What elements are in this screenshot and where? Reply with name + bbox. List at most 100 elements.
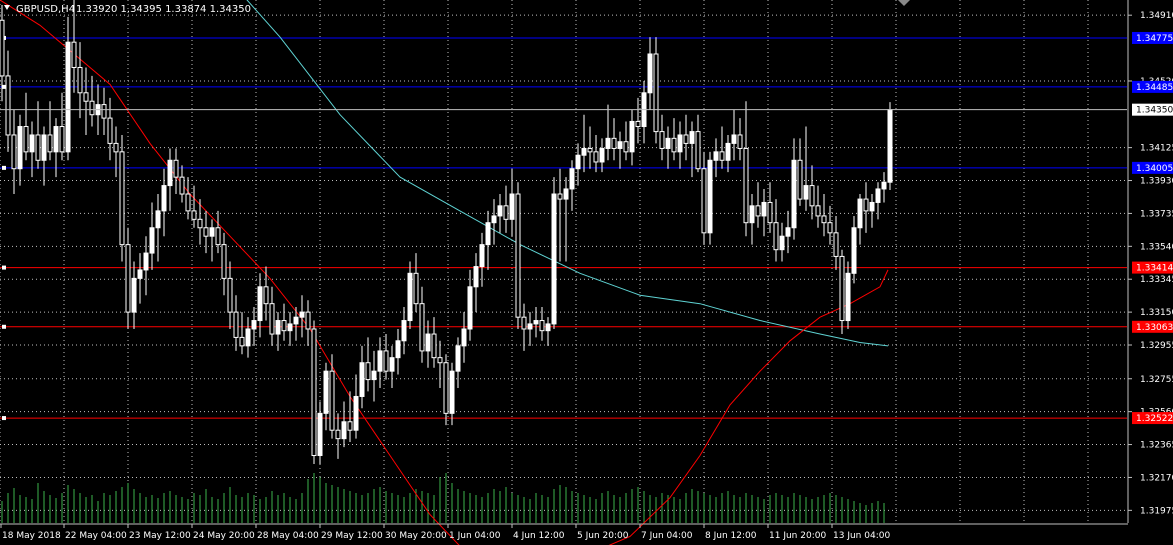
candle [833,215,839,270]
candle [845,261,851,329]
candle [509,168,515,237]
level-price-box [1132,80,1173,93]
candle [137,253,143,304]
candle-body [809,185,815,207]
candle [71,0,77,93]
candle [599,138,605,173]
candle-body [779,235,785,251]
candle [251,307,257,346]
candle-body [647,53,653,94]
candle [335,413,341,459]
candle [257,273,263,338]
candle-body [71,41,77,68]
candle-body [179,176,185,195]
candle [629,109,635,166]
level-price-label: 1.33414 [1136,264,1173,274]
level-price-box [1132,31,1173,44]
candle [437,340,443,389]
candle-body [329,370,335,431]
candle [695,114,701,173]
candle-body [155,210,161,229]
horizontal-levels[interactable] [0,35,1127,421]
candle-body [263,286,269,305]
candle [869,194,875,228]
candle [557,168,563,262]
candle [65,16,71,161]
candle-body [209,227,215,237]
candle [551,177,557,329]
candle-body [695,131,701,170]
candle [119,134,125,262]
candle-body [173,159,179,178]
price-tick-label: 1.32955 [1140,341,1173,351]
candle-body [701,168,707,234]
shift-marker-icon[interactable] [898,0,910,6]
candle-body [479,244,485,268]
time-label: 4 Jun 12:00 [513,531,565,541]
candle [371,350,377,402]
candle-body [221,244,227,279]
candle-body [281,320,287,332]
candle [83,67,89,135]
level-price-box [1132,261,1173,274]
candle-body [83,92,89,102]
candles[interactable] [0,0,893,464]
candle-body [653,53,659,133]
candle [485,210,491,270]
menu-triangle-icon[interactable] [4,5,10,10]
candle-body [863,198,869,212]
candle [395,328,401,375]
candle-body [239,336,245,347]
candle-body [713,151,719,161]
candle-body [635,120,641,128]
candle [401,307,407,355]
candle [347,391,353,443]
candle [497,194,503,233]
candle-body [395,340,401,359]
candle [821,194,827,237]
candle [569,160,575,211]
candle-body [593,151,599,163]
candle [683,114,689,161]
candle [575,143,581,186]
candle [389,345,395,389]
candle [827,205,833,245]
candle-body [881,181,887,190]
candle [293,307,299,341]
candle [29,121,35,178]
price-tick-label: 1.31975 [1140,506,1173,516]
candle-body [503,205,509,220]
candle-body [581,147,587,156]
candle-body [191,210,197,220]
candle [761,188,767,237]
candle-body [689,131,695,144]
candle [179,165,185,203]
candle [419,286,425,363]
candle-body [347,421,353,431]
level-price-box [1132,412,1173,425]
candle-body [599,147,605,163]
candle [713,138,719,178]
candle-body [59,126,65,153]
candle-body [227,277,233,313]
candle [269,286,275,346]
candle-body [461,328,467,347]
time-label: 7 Jun 04:00 [641,531,693,541]
candle-body [521,316,527,330]
level-price-label: 1.34485 [1136,83,1173,93]
candle [353,374,359,439]
candle-body [527,323,533,330]
candle-body [161,185,167,212]
time-label: 24 May 20:00 [193,531,255,541]
level-price-label: 1.33063 [1136,323,1173,333]
candle-body [53,126,59,153]
candle-body [257,286,263,322]
candle [779,222,785,262]
candle [113,126,119,178]
candle [839,249,845,335]
candle [35,101,41,169]
volume-bars [1,473,885,523]
candle-body [827,222,833,234]
candle [407,261,413,329]
